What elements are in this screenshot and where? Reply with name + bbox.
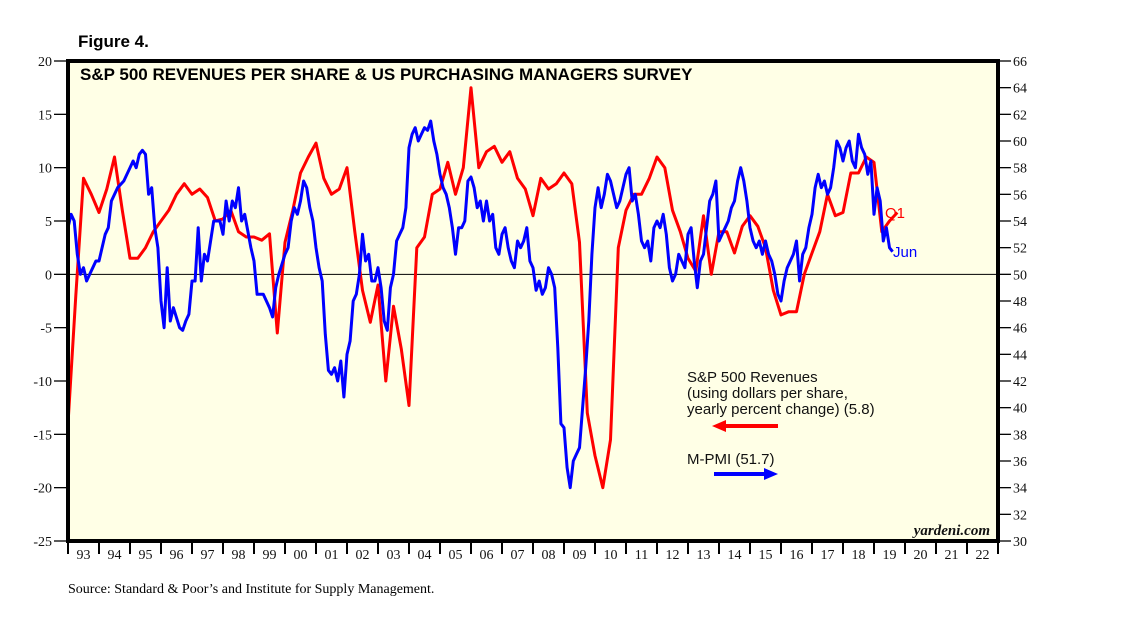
source-note: Source: Standard & Poor’s and Institute … xyxy=(68,582,435,597)
right-tick-label: 48 xyxy=(1013,295,1027,310)
x-tick-label: 14 xyxy=(728,548,742,563)
x-tick-label: 22 xyxy=(976,548,990,563)
x-tick-label: 07 xyxy=(511,548,525,563)
right-tick-label: 46 xyxy=(1013,322,1027,337)
left-tick-label: 10 xyxy=(38,162,52,177)
right-arrow-icon xyxy=(764,468,778,480)
left-tick-label: -25 xyxy=(33,535,52,550)
right-tick-label: 58 xyxy=(1013,162,1027,177)
x-tick-label: 94 xyxy=(108,548,122,563)
pmi-line xyxy=(66,119,894,490)
x-tick-label: 09 xyxy=(573,548,587,563)
x-tick-label: 06 xyxy=(480,548,494,563)
x-tick-label: 00 xyxy=(294,548,308,563)
pmi-end-label: Jun xyxy=(893,244,917,261)
x-tick-label: 95 xyxy=(139,548,153,563)
x-tick-label: 99 xyxy=(263,548,277,563)
x-tick-label: 15 xyxy=(759,548,773,563)
right-tick-label: 54 xyxy=(1013,215,1027,230)
left-tick-label: 15 xyxy=(38,108,52,123)
left-tick-label: -5 xyxy=(40,322,52,337)
legend-pmi-text: M-PMI (51.7) xyxy=(687,451,775,468)
legend-revenues-text: S&P 500 Revenues xyxy=(687,369,818,386)
watermark: yardeni.com xyxy=(912,523,990,539)
x-axis: 93 94 95 96 97 98 99 00 01 02 03 04 05 06 07 08 09 10 11 12… xyxy=(67,541,999,563)
revenues-line xyxy=(66,86,899,490)
legend-revenues-text: (using dollars per share, xyxy=(687,385,848,402)
x-tick-label: 93 xyxy=(77,548,91,563)
plot-background xyxy=(68,61,998,541)
left-arrow-icon xyxy=(712,420,726,432)
x-tick-label: 16 xyxy=(790,548,804,563)
x-tick-label: 19 xyxy=(883,548,897,563)
left-tick-label: 0 xyxy=(45,268,52,283)
right-tick-label: 30 xyxy=(1013,535,1027,550)
revenues-end-label: Q1 xyxy=(885,205,905,222)
left-tick-label: 20 xyxy=(38,55,52,70)
x-tick-label: 05 xyxy=(449,548,463,563)
x-tick-label: 10 xyxy=(604,548,618,563)
x-tick-label: 98 xyxy=(232,548,246,563)
right-tick-label: 60 xyxy=(1013,135,1027,150)
x-tick-label: 02 xyxy=(356,548,370,563)
right-tick-label: 32 xyxy=(1013,508,1027,523)
left-tick-label: 5 xyxy=(45,215,52,230)
left-axis: 20 15 10 5 0 -5 -10 -15 -20 -25 xyxy=(33,55,68,550)
x-tick-label: 04 xyxy=(418,548,432,563)
left-tick-label: -20 xyxy=(33,482,52,497)
x-tick-label: 08 xyxy=(542,548,556,563)
right-tick-label: 62 xyxy=(1013,108,1027,123)
x-tick-label: 13 xyxy=(697,548,711,563)
right-tick-label: 56 xyxy=(1013,188,1027,203)
legend-revenues-text: yearly percent change) (5.8) xyxy=(687,401,875,418)
plot-frame xyxy=(66,59,1000,543)
right-tick-label: 50 xyxy=(1013,268,1027,283)
right-tick-label: 52 xyxy=(1013,242,1027,257)
x-tick-label: 96 xyxy=(170,548,184,563)
x-tick-label: 12 xyxy=(666,548,680,563)
right-tick-label: 36 xyxy=(1013,455,1027,470)
x-tick-label: 97 xyxy=(201,548,215,563)
right-tick-label: 64 xyxy=(1013,82,1027,97)
right-tick-label: 40 xyxy=(1013,402,1027,417)
left-tick-label: -15 xyxy=(33,428,52,443)
right-tick-label: 44 xyxy=(1013,348,1027,363)
x-tick-label: 01 xyxy=(325,548,339,563)
x-tick-label: 03 xyxy=(387,548,401,563)
right-tick-label: 34 xyxy=(1013,482,1027,497)
figure-label: Figure 4. xyxy=(78,32,149,51)
x-tick-label: 11 xyxy=(635,548,648,563)
chart-title: S&P 500 REVENUES PER SHARE & US PURCHASI… xyxy=(80,65,693,84)
right-tick-label: 66 xyxy=(1013,55,1027,70)
x-tick-label: 17 xyxy=(821,548,835,563)
left-tick-label: -10 xyxy=(33,375,52,390)
x-tick-label: 21 xyxy=(945,548,959,563)
right-tick-label: 42 xyxy=(1013,375,1027,390)
x-tick-label: 18 xyxy=(852,548,866,563)
series-layer xyxy=(66,86,899,490)
right-tick-label: 38 xyxy=(1013,428,1027,443)
right-axis: 66 64 62 60 58 56 54 52 50 48 46 44 42 40 38 36 34 32 30 xyxy=(998,55,1027,550)
legend: S&P 500 Revenues(using dollars per share… xyxy=(687,369,875,480)
x-tick-label: 20 xyxy=(914,548,928,563)
